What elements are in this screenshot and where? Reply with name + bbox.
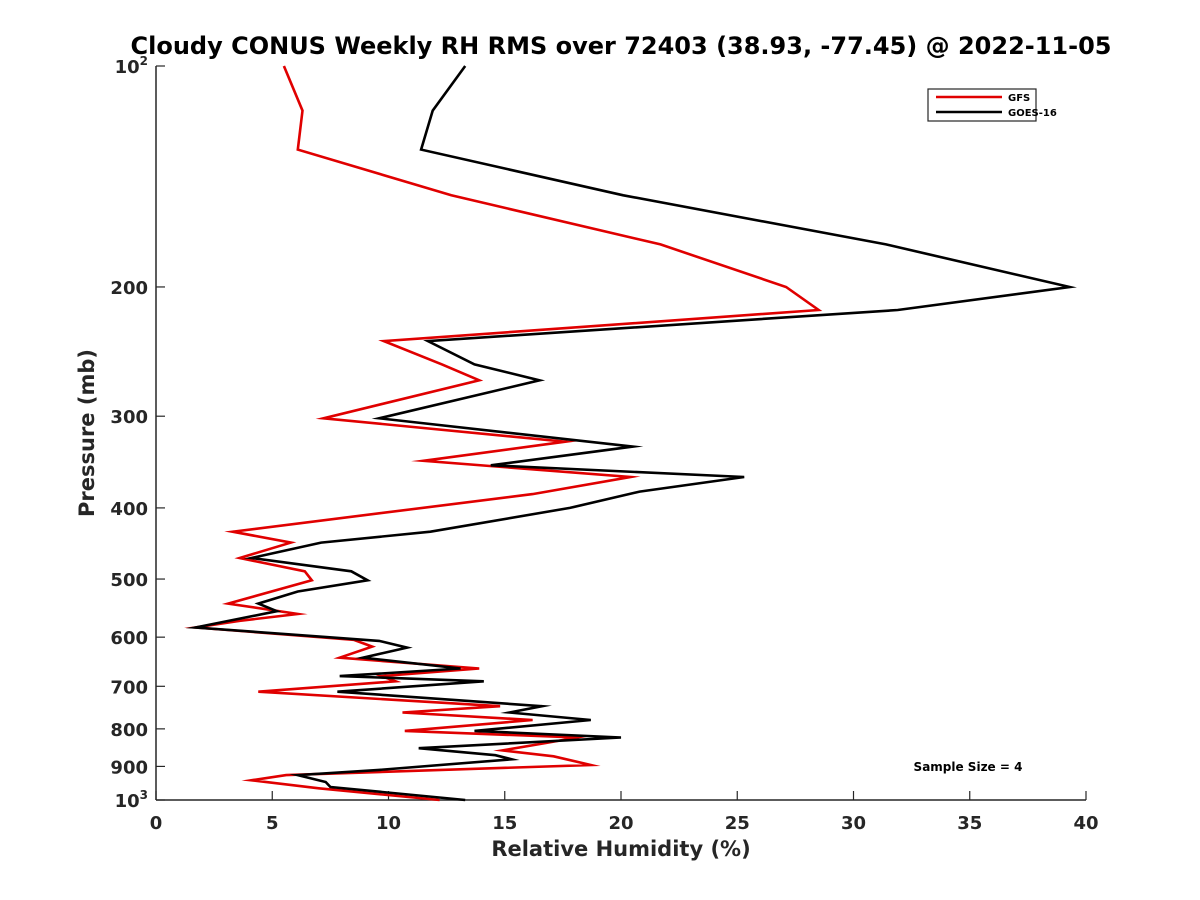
y-tick-label: 600 [110,628,148,649]
y-tick-label: 700 [110,677,148,698]
legend-label: GOES-16 [1008,108,1057,119]
x-tick-label: 20 [608,813,633,834]
x-tick-label: 15 [492,813,517,834]
y-tick-label: 800 [110,720,148,741]
legend: GFS GOES-16 [927,88,1057,122]
x-axis-label: Relative Humidity (%) [491,837,750,861]
x-tick-label: 0 [150,813,163,834]
y-tick-label: 102 [115,54,148,78]
legend-label: GFS [1008,93,1030,104]
y-tick-label: 200 [110,278,148,299]
x-tick-label: 40 [1073,813,1098,834]
y-tick-label: 400 [110,499,148,520]
sample-size-annotation: Sample Size = 4 [914,760,1023,774]
y-axis-label: Pressure (mb) [75,349,99,517]
x-tick-label: 10 [376,813,401,834]
series-line-goes-16 [185,65,1077,802]
x-tick-label: 25 [725,813,750,834]
x-tick-label: 35 [957,813,982,834]
y-tick-label: 900 [110,757,148,778]
x-tick-label: 5 [266,813,279,834]
chart-title: Cloudy CONUS Weekly RH RMS over 72403 (3… [131,32,1112,60]
y-tick-label: 300 [110,407,148,428]
x-tick-label: 30 [841,813,866,834]
y-tick-label: 103 [115,788,148,812]
y-tick-label: 500 [110,570,148,591]
axes: 0 5 10 15 20 25 30 35 40 102 200 300 400 500 600 700 800… [110,54,1098,834]
series-lines [184,65,1077,802]
legend-box [927,88,1037,122]
